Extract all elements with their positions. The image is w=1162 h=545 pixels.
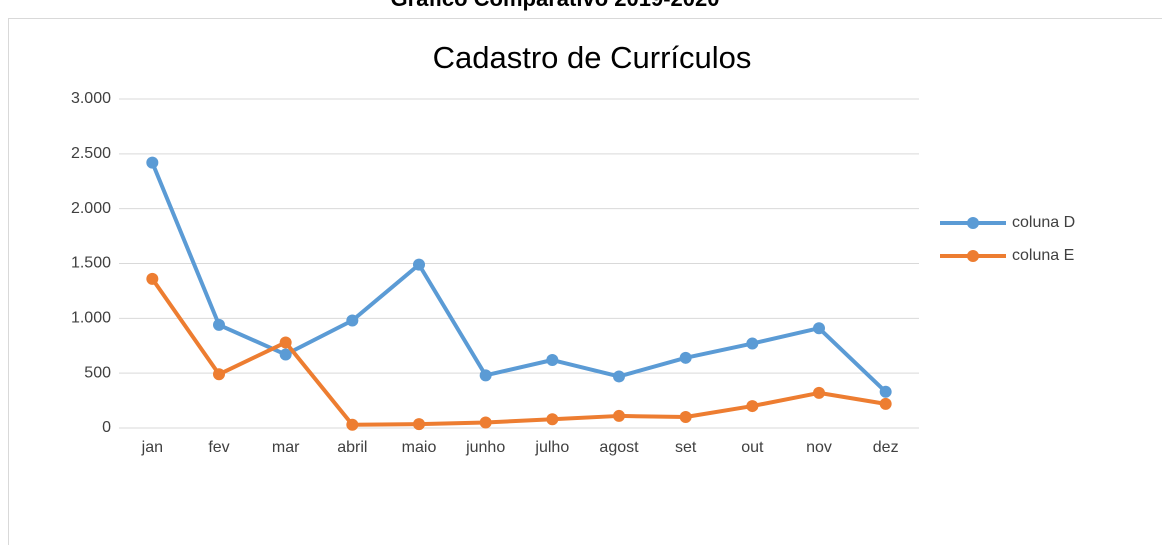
x-tick-label: dez bbox=[873, 439, 899, 456]
data-point bbox=[879, 385, 892, 398]
data-point bbox=[613, 370, 625, 383]
x-tick-label: set bbox=[675, 439, 697, 456]
data-point bbox=[813, 386, 825, 399]
x-tick-label: abril bbox=[337, 439, 367, 456]
data-point bbox=[479, 416, 492, 429]
x-tick-label: maio bbox=[402, 439, 437, 456]
y-tick-label: 2.500 bbox=[71, 145, 111, 162]
data-point bbox=[413, 418, 425, 431]
legend-marker bbox=[967, 250, 979, 262]
legend-marker bbox=[967, 217, 979, 229]
y-tick-label: 0 bbox=[102, 419, 111, 436]
data-point bbox=[146, 272, 159, 285]
x-tick-label: nov bbox=[806, 439, 832, 456]
data-point bbox=[613, 409, 625, 422]
data-point bbox=[213, 368, 225, 381]
data-point bbox=[279, 336, 292, 349]
data-point bbox=[813, 322, 825, 335]
legend-label: coluna D bbox=[1012, 214, 1075, 231]
data-point bbox=[679, 411, 692, 424]
data-point bbox=[879, 397, 892, 410]
x-tick-label: fev bbox=[208, 439, 229, 456]
x-tick-label: junho bbox=[465, 439, 505, 456]
x-tick-label: julho bbox=[534, 439, 569, 456]
x-tick-label: agost bbox=[599, 439, 639, 456]
data-point bbox=[679, 351, 692, 364]
y-tick-label: 3.000 bbox=[71, 90, 111, 107]
data-point bbox=[346, 418, 359, 431]
data-point bbox=[546, 413, 559, 426]
x-tick-label: jan bbox=[141, 439, 163, 456]
data-point bbox=[146, 156, 159, 169]
y-tick-label: 2.000 bbox=[71, 200, 111, 217]
data-point bbox=[279, 348, 292, 361]
data-point bbox=[413, 258, 425, 271]
chart-border bbox=[8, 18, 1162, 545]
series-line bbox=[150, 161, 888, 394]
y-tick-label: 1.500 bbox=[71, 255, 111, 272]
data-point bbox=[346, 314, 359, 327]
legend-label: coluna E bbox=[1012, 247, 1074, 264]
series-line bbox=[150, 277, 886, 427]
data-point bbox=[746, 400, 759, 413]
data-point bbox=[213, 318, 225, 331]
page-title: Gráfico Comparativo 2019-2020 bbox=[0, 0, 1110, 12]
data-point bbox=[746, 337, 759, 350]
data-point bbox=[479, 369, 492, 382]
data-point bbox=[546, 354, 559, 367]
x-tick-label: out bbox=[741, 439, 764, 456]
x-tick-label: mar bbox=[272, 439, 300, 456]
y-tick-label: 1.000 bbox=[71, 310, 111, 327]
chart-title: Cadastro de Currículos bbox=[433, 40, 752, 75]
y-tick-label: 500 bbox=[84, 364, 111, 381]
